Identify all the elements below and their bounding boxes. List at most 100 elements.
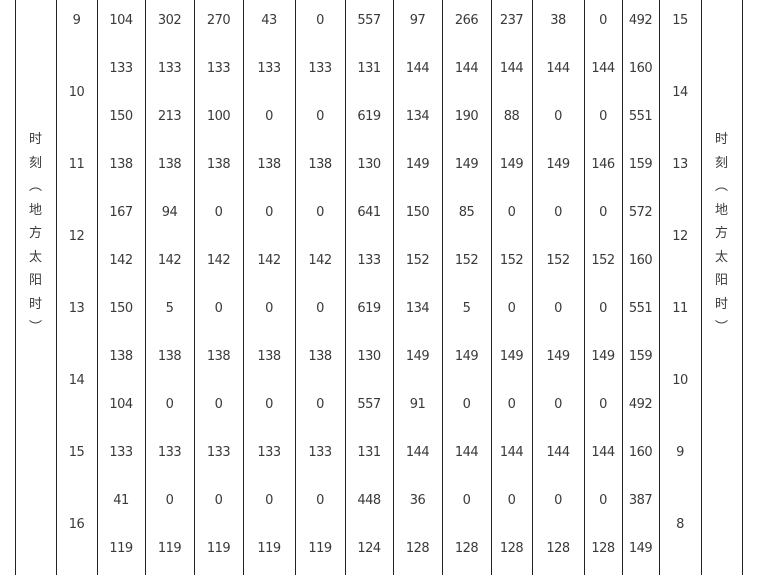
table-cell: 0 [462,493,471,508]
table-cell: 0 [316,109,324,124]
table-cell: 133 [109,61,133,76]
side-label-char: 太 [714,249,728,265]
hour-label-left: 11 [68,157,85,172]
table-cell: 119 [206,541,231,556]
table-cell: 492 [628,397,653,412]
table-cell: 131 [357,445,381,460]
column-divider [442,0,443,575]
table-cell: 144 [591,445,615,460]
side-label-char: ︶ [28,320,42,335]
table-cell: 0 [316,205,324,220]
side-label-char: 刻 [714,155,728,171]
table-cell: 0 [265,205,273,220]
column-divider [145,0,146,575]
table-cell: 144 [405,61,430,76]
table-cell: 0 [265,301,273,316]
table-cell: 557 [357,397,381,412]
table-cell: 0 [462,397,471,412]
column-divider [701,0,702,575]
table-cell: 124 [357,541,381,556]
table-cell: 0 [316,13,324,28]
table-cell: 0 [507,301,516,316]
table-cell: 41 [113,493,129,508]
table-cell: 0 [507,493,516,508]
table-cell: 142 [109,253,133,268]
table-cell: 104 [109,13,133,28]
table-cell: 152 [405,253,430,268]
table-cell: 142 [308,253,332,268]
table-cell: 619 [357,301,381,316]
table-cell: 149 [499,157,524,172]
table-cell: 133 [257,61,281,76]
table-cell: 0 [265,397,273,412]
column-divider [393,0,394,575]
table-cell: 0 [599,13,607,28]
table-cell: 572 [628,205,653,220]
table-cell: 159 [628,349,653,364]
side-label-char: 方 [28,226,42,241]
table-cell: 270 [206,13,231,28]
hour-label-right: 9 [676,445,684,460]
hour-label-left: 12 [68,229,85,244]
table-cell: 0 [599,397,607,412]
table-cell: 150 [405,205,430,220]
table-cell: 619 [357,109,381,124]
table-cell: 138 [157,157,182,172]
side-label-right: 时刻 ︵ 地方太阳时 ︶ [707,128,737,340]
side-label-char: 地 [28,202,42,218]
table-cell: 133 [357,253,381,268]
table-cell: 138 [157,349,182,364]
table-cell: 38 [550,13,566,28]
side-label-char: 方 [714,226,728,241]
table-cell: 0 [599,109,607,124]
table-cell: 0 [316,301,324,316]
table-cell: 557 [357,13,381,28]
table-cell: 0 [214,493,223,508]
table-cell: 159 [628,157,653,172]
table-cell: 100 [206,109,231,124]
table-cell: 133 [308,445,332,460]
side-label-char: 太 [28,249,42,265]
table-cell: 0 [165,397,174,412]
table-cell: 152 [546,253,570,268]
table-cell: 133 [206,445,231,460]
table-cell: 138 [257,349,281,364]
column-divider [532,0,533,575]
table-cell: 133 [308,61,332,76]
side-label-char: 刻 [28,155,42,171]
table-cell: 138 [206,157,231,172]
table-cell: 213 [157,109,182,124]
table-cell: 138 [257,157,281,172]
table-cell: 0 [507,205,516,220]
side-label-char: 地 [714,202,728,218]
table-cell: 0 [214,397,223,412]
table-cell: 144 [499,445,524,460]
table-cell: 128 [454,541,479,556]
table-cell: 0 [554,397,562,412]
table-cell: 5 [165,301,174,316]
table-cell: 133 [157,61,182,76]
table-cell: 134 [405,109,430,124]
hour-label-right: 12 [672,229,688,244]
side-label-char: 阳 [28,273,42,288]
table-cell: 149 [405,157,430,172]
table-cell: 5 [462,301,471,316]
table-cell: 88 [503,109,520,124]
side-label-char: 时 [714,296,728,312]
table-cell: 0 [554,301,562,316]
table-cell: 130 [357,157,381,172]
table-cell: 551 [628,109,653,124]
table-cell: 167 [109,205,133,220]
column-divider [194,0,195,575]
table-cell: 138 [109,349,133,364]
table-cell: 133 [257,445,281,460]
column-divider [56,0,57,575]
table-cell: 43 [261,13,277,28]
table-cell: 149 [591,349,615,364]
table-cell: 91 [409,397,426,412]
hour-label-left: 16 [68,517,85,532]
table-cell: 97 [409,13,426,28]
table-cell: 149 [546,157,570,172]
table-cell: 149 [628,541,653,556]
table-cell: 0 [554,109,562,124]
